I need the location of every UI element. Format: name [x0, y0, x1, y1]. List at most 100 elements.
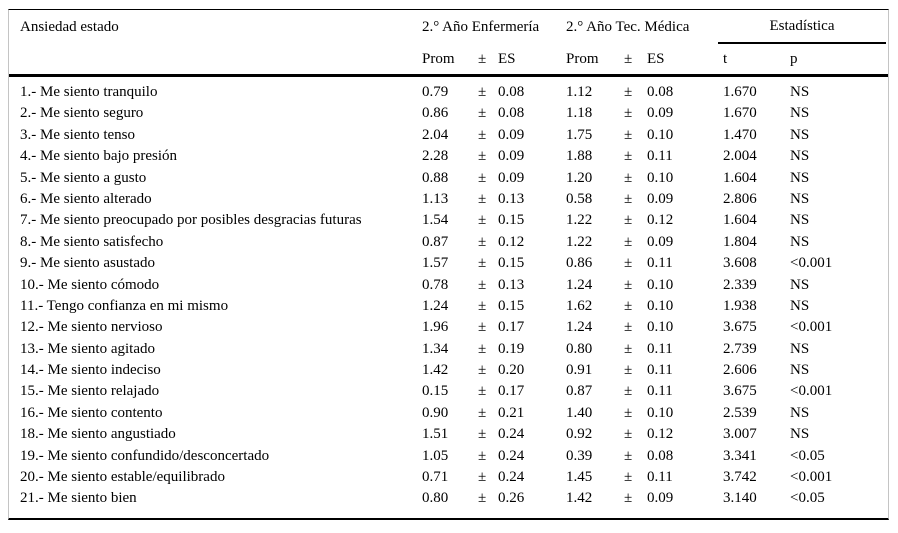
es-tec-medica: 0.11 [647, 255, 673, 272]
subheader-plus-minus: ± [478, 50, 487, 67]
plus-minus-symbol: ± [624, 233, 633, 250]
row-label: 8.- Me siento satisfecho [20, 233, 164, 250]
plus-minus-symbol: ± [478, 212, 487, 229]
p-value: NS [790, 84, 810, 100]
prom-tec-medica: 1.12 [566, 84, 593, 100]
prom-enfermeria: 1.34 [422, 340, 449, 357]
table-row: 11.- Tengo confianza en mi mismo 1.24 ± … [9, 296, 888, 317]
table-row: 9.- Me siento asustado 1.57 ± 0.15 0.86 … [9, 253, 888, 274]
plus-minus-symbol: ± [624, 126, 633, 143]
plus-minus-symbol: ± [624, 340, 633, 357]
t-value: 3.341 [723, 447, 757, 464]
es-tec-medica: 0.11 [647, 362, 673, 379]
plus-minus-symbol: ± [624, 105, 633, 122]
p-value: NS [790, 169, 810, 186]
es-enfermeria: 0.13 [498, 276, 525, 293]
plus-minus-symbol: ± [478, 233, 487, 250]
prom-tec-medica: 1.18 [566, 105, 593, 122]
plus-minus-symbol: ± [478, 362, 487, 379]
plus-minus-symbol: ± [624, 169, 633, 186]
plus-minus-symbol: ± [624, 362, 633, 379]
prom-tec-medica: 1.88 [566, 148, 593, 165]
plus-minus-symbol: ± [478, 126, 487, 143]
prom-tec-medica: 0.58 [566, 190, 593, 207]
prom-enfermeria: 0.78 [422, 276, 449, 293]
t-value: 3.675 [723, 319, 757, 336]
table-row: 6.- Me siento alterado 1.13 ± 0.13 0.58 … [9, 189, 888, 210]
p-value: NS [790, 105, 810, 122]
column-group-enfermeria: 2.° Año Enfermería [422, 18, 540, 35]
plus-minus-symbol: ± [624, 447, 633, 464]
es-enfermeria: 0.26 [498, 490, 525, 507]
p-value: NS [790, 233, 810, 250]
row-label: 13.- Me siento agitado [20, 340, 155, 357]
t-value: 1.604 [723, 169, 757, 186]
p-value: NS [790, 190, 810, 207]
es-enfermeria: 0.08 [498, 84, 525, 100]
p-value: NS [790, 297, 810, 314]
t-value: 2.739 [723, 340, 757, 357]
t-value: 1.470 [723, 126, 757, 143]
table-row: 14.- Me siento indeciso 1.42 ± 0.20 0.91… [9, 360, 888, 381]
plus-minus-symbol: ± [478, 426, 487, 443]
es-enfermeria: 0.12 [498, 233, 525, 250]
plus-minus-symbol: ± [624, 255, 633, 272]
table-row: 10.- Me siento cómodo 0.78 ± 0.13 1.24 ±… [9, 275, 888, 296]
table-body: 1.- Me siento tranquilo 0.79 ± 0.08 1.12… [9, 77, 888, 515]
prom-enfermeria: 0.71 [422, 469, 449, 486]
table-row: 2.- Me siento seguro 0.86 ± 0.08 1.18 ± … [9, 103, 888, 124]
es-enfermeria: 0.24 [498, 426, 525, 443]
plus-minus-symbol: ± [624, 383, 633, 400]
row-label: 14.- Me siento indeciso [20, 362, 161, 379]
prom-tec-medica: 1.24 [566, 276, 593, 293]
subheader-es-enfermeria: ES [498, 50, 516, 67]
prom-tec-medica: 1.40 [566, 404, 593, 421]
plus-minus-symbol: ± [478, 276, 487, 293]
p-value: <0.05 [790, 447, 825, 464]
es-tec-medica: 0.12 [647, 212, 674, 229]
prom-tec-medica: 0.87 [566, 383, 593, 400]
es-tec-medica: 0.11 [647, 383, 673, 400]
es-enfermeria: 0.09 [498, 126, 525, 143]
p-value: NS [790, 404, 810, 421]
es-tec-medica: 0.08 [647, 84, 674, 100]
prom-tec-medica: 1.20 [566, 169, 593, 186]
es-enfermeria: 0.17 [498, 319, 525, 336]
table-row: 12.- Me siento nervioso 1.96 ± 0.17 1.24… [9, 317, 888, 338]
column-header-ansiedad-estado: Ansiedad estado [20, 18, 119, 35]
t-value: 3.140 [723, 490, 757, 507]
row-label: 20.- Me siento estable/equilibrado [20, 469, 225, 486]
prom-tec-medica: 0.91 [566, 362, 593, 379]
prom-enfermeria: 0.80 [422, 490, 449, 507]
plus-minus-symbol: ± [478, 84, 487, 100]
prom-enfermeria: 0.87 [422, 233, 449, 250]
es-tec-medica: 0.10 [647, 297, 674, 314]
es-enfermeria: 0.17 [498, 383, 525, 400]
t-value: 1.670 [723, 84, 757, 100]
table-row: 21.- Me siento bien 0.80 ± 0.26 1.42 ± 0… [9, 488, 888, 509]
prom-enfermeria: 0.79 [422, 84, 449, 100]
p-value: <0.001 [790, 319, 833, 336]
plus-minus-symbol: ± [624, 148, 633, 165]
t-value: 2.339 [723, 276, 757, 293]
prom-enfermeria: 1.51 [422, 426, 449, 443]
row-label: 15.- Me siento relajado [20, 383, 160, 400]
table-row: 1.- Me siento tranquilo 0.79 ± 0.08 1.12… [9, 82, 888, 103]
plus-minus-symbol: ± [478, 297, 487, 314]
plus-minus-symbol: ± [624, 190, 633, 207]
es-tec-medica: 0.10 [647, 126, 674, 143]
row-label: 1.- Me siento tranquilo [20, 84, 158, 100]
prom-enfermeria: 0.86 [422, 105, 449, 122]
table-row: 20.- Me siento estable/equilibrado 0.71 … [9, 467, 888, 488]
plus-minus-symbol: ± [478, 490, 487, 507]
p-value: NS [790, 426, 810, 443]
table-row: 8.- Me siento satisfecho 0.87 ± 0.12 1.2… [9, 232, 888, 253]
prom-tec-medica: 0.86 [566, 255, 593, 272]
row-label: 10.- Me siento cómodo [20, 276, 160, 293]
es-tec-medica: 0.09 [647, 490, 674, 507]
table-row: 15.- Me siento relajado 0.15 ± 0.17 0.87… [9, 381, 888, 402]
row-label: 5.- Me siento a gusto [20, 169, 147, 186]
es-tec-medica: 0.10 [647, 319, 674, 336]
row-label: 19.- Me siento confundido/desconcertado [20, 447, 270, 464]
es-tec-medica: 0.11 [647, 469, 673, 486]
